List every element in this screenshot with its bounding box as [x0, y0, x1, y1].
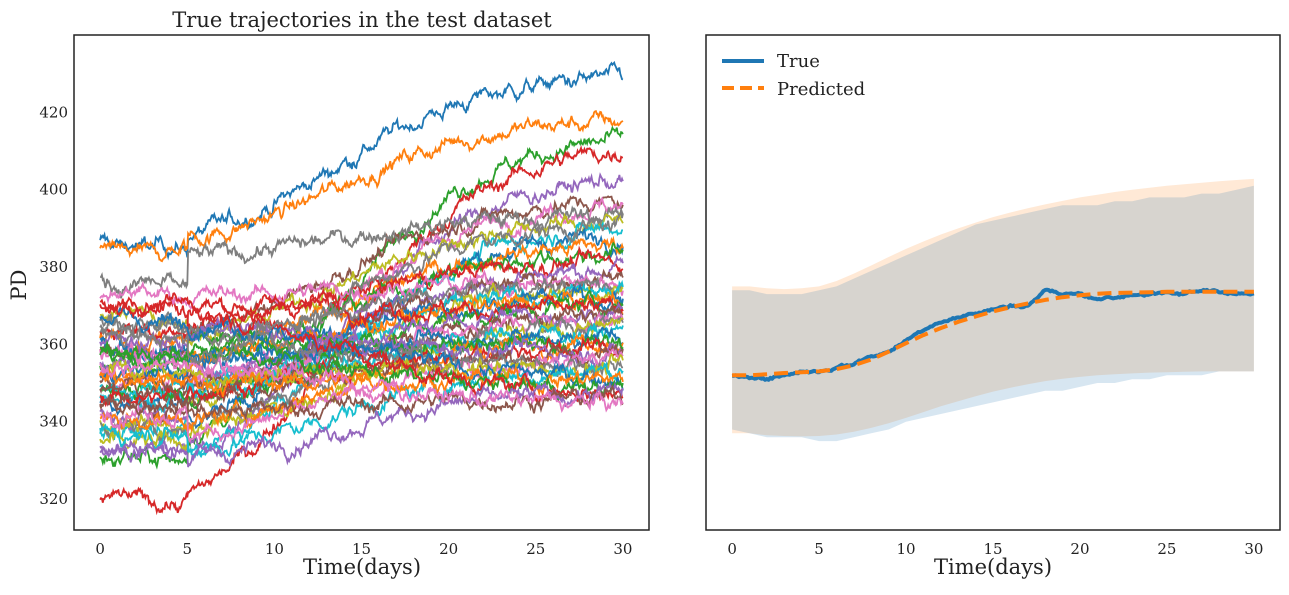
left-chart: True trajectories in the test dataset 0 5… [7, 8, 650, 579]
x-tick-label: 20 [439, 540, 458, 558]
left-y-axis-label: PD [7, 270, 31, 301]
trajectory-line-31 [99, 326, 624, 385]
trajectory-line-45 [99, 380, 624, 468]
trajectory-line-48 [100, 206, 624, 366]
trajectory-line-38 [99, 316, 624, 378]
y-tick-label: 400 [39, 181, 68, 199]
trajectory-line-44 [99, 292, 624, 405]
predicted-series-line [732, 289, 1254, 378]
right-x-ticks: 0 5 10 15 20 25 30 [727, 540, 1263, 558]
x-tick-label: 15 [983, 540, 1002, 558]
right-x-axis-label: Time(days) [934, 555, 1052, 579]
right-series-lines [731, 287, 1255, 382]
left-x-axis-label: Time(days) [303, 555, 421, 579]
left-trajectory-lines [99, 60, 624, 516]
left-axes-frame [73, 34, 650, 531]
legend-predicted-label: Predicted [777, 79, 865, 100]
x-tick-label: 5 [814, 540, 824, 558]
x-tick-label: 10 [896, 540, 915, 558]
x-tick-label: 30 [613, 540, 632, 558]
x-tick-label: 0 [727, 540, 737, 558]
right-axes-frame [705, 34, 1281, 531]
right-chart: 0 5 10 15 20 25 30 Time(days) True Predicted [705, 34, 1281, 579]
legend: True Predicted [722, 51, 865, 100]
y-tick-label: 360 [39, 335, 68, 353]
x-tick-label: 15 [352, 540, 371, 558]
x-tick-label: 0 [95, 540, 105, 558]
left-y-ticks: 320 340 360 380 400 420 [39, 103, 68, 508]
x-tick-label: 10 [265, 540, 284, 558]
trajectory-line-41 [99, 305, 624, 391]
x-tick-label: 20 [1070, 540, 1089, 558]
x-tick-label: 30 [1244, 540, 1263, 558]
x-tick-label: 25 [526, 540, 545, 558]
left-x-ticks: 0 5 10 15 20 25 30 [95, 540, 632, 558]
x-tick-label: 5 [182, 540, 192, 558]
trajectory-line-46 [99, 383, 624, 421]
legend-true-label: True [777, 51, 820, 72]
y-tick-label: 320 [39, 490, 68, 508]
y-tick-label: 420 [39, 103, 68, 121]
trajectory-line-47 [99, 354, 624, 414]
y-tick-label: 340 [39, 413, 68, 431]
y-tick-label: 380 [39, 258, 68, 276]
left-chart-title: True trajectories in the test dataset [172, 8, 552, 32]
trajectory-line-2 [99, 109, 624, 263]
x-tick-label: 25 [1157, 540, 1176, 558]
true-uncertainty-band [732, 185, 1254, 442]
